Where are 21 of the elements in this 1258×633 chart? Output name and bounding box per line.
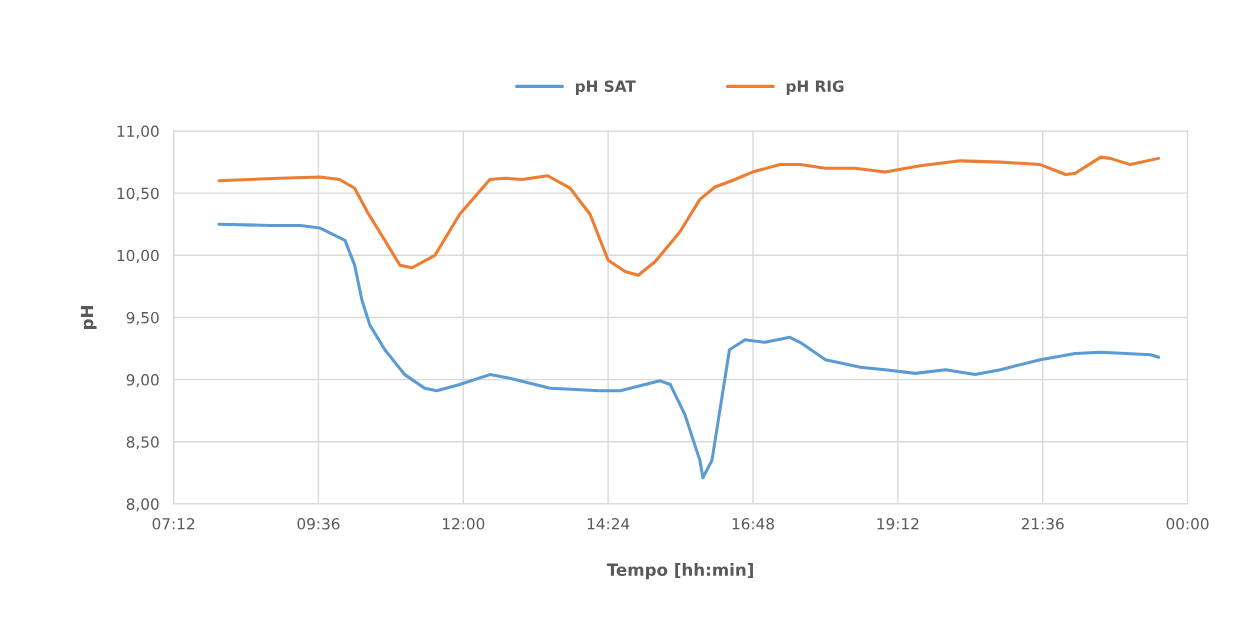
line-series xyxy=(217,222,1161,480)
x-axis-title: Tempo [hh:min] xyxy=(606,563,753,580)
line-series xyxy=(217,155,1161,277)
x-tick-label: 00:00 xyxy=(1166,518,1209,530)
y-tick-label: 8,00 xyxy=(126,498,159,512)
y-tick-label: 8,50 xyxy=(126,436,159,450)
y-tick-label: 11,00 xyxy=(117,125,159,139)
y-tick-label: 10,50 xyxy=(117,187,159,201)
y-tick-label: 10,00 xyxy=(117,249,159,263)
legend-label: pH SAT xyxy=(575,80,636,95)
x-tick-label: 07:12 xyxy=(152,518,195,530)
x-tick-label: 19:12 xyxy=(877,518,919,530)
y-tick-label: 9,50 xyxy=(126,311,159,326)
x-tick-label: 14:24 xyxy=(587,518,630,530)
legend-label: pH RIG xyxy=(786,80,844,95)
x-tick-label: 16:48 xyxy=(732,518,774,530)
x-tick-label: 09:36 xyxy=(297,518,340,530)
x-tick-label: 12:00 xyxy=(442,518,485,530)
y-tick-label: 9,00 xyxy=(126,374,159,388)
x-tick-label: 21:36 xyxy=(1021,518,1064,530)
y-axis-title: pH xyxy=(80,306,97,329)
